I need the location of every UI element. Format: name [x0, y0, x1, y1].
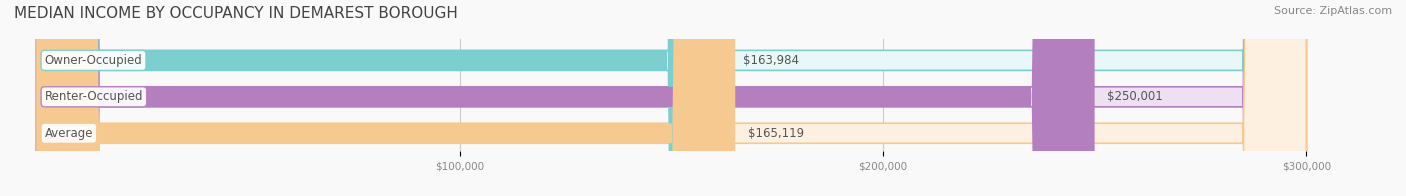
FancyBboxPatch shape — [37, 0, 735, 196]
FancyBboxPatch shape — [37, 0, 731, 196]
Text: Owner-Occupied: Owner-Occupied — [45, 54, 142, 67]
Text: MEDIAN INCOME BY OCCUPANCY IN DEMAREST BOROUGH: MEDIAN INCOME BY OCCUPANCY IN DEMAREST B… — [14, 6, 458, 21]
Text: Average: Average — [45, 127, 93, 140]
Text: $163,984: $163,984 — [744, 54, 799, 67]
Text: $250,001: $250,001 — [1108, 90, 1163, 103]
Text: Source: ZipAtlas.com: Source: ZipAtlas.com — [1274, 6, 1392, 16]
FancyBboxPatch shape — [37, 0, 1095, 196]
Text: $165,119: $165,119 — [748, 127, 804, 140]
FancyBboxPatch shape — [37, 0, 1306, 196]
FancyBboxPatch shape — [37, 0, 1306, 196]
FancyBboxPatch shape — [37, 0, 1306, 196]
Text: Renter-Occupied: Renter-Occupied — [45, 90, 143, 103]
